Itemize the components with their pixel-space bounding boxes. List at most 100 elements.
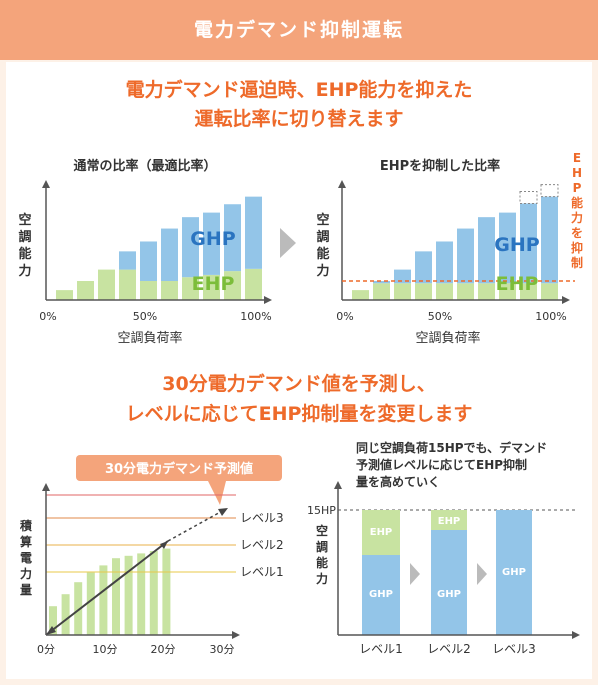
right-chart-ylabel-char: 能: [316, 246, 329, 262]
level1-ehp-bar: [362, 510, 400, 555]
demand-xtick-10: 10分: [93, 643, 118, 656]
ehp-annotation-char: 抑: [571, 240, 583, 255]
level3-xlabel: レベル3: [492, 642, 536, 656]
demand-callout-text: 30分電力デマンド予測値: [105, 461, 253, 477]
level-note-line1: 同じ空調負荷15HPでも、デマンド: [356, 440, 547, 455]
demand-bar: [49, 606, 57, 635]
right-chart-ghp-bar: [457, 228, 474, 284]
suppressed-ehp-box: [519, 190, 538, 204]
right-chart-ehp-bar: [352, 290, 369, 300]
left-chart-ehp-bar: [140, 281, 157, 300]
demand-chart-ylabel-char: 算: [20, 534, 32, 549]
left-chart-bars: [56, 196, 262, 300]
left-chart-ghp-bar: [119, 251, 136, 270]
left-chart-ylabel-char: 力: [18, 263, 31, 279]
level2-ehp-bar: [431, 510, 467, 530]
ehp-annotation-char: 能: [571, 195, 583, 210]
hp15-label: 15HP: [307, 504, 336, 517]
right-chart-ehp-label: EHP: [496, 273, 539, 295]
right-chart-ghp-label: GHP: [494, 234, 539, 256]
level1-ehp-label: EHP: [370, 527, 393, 538]
level-chart-ylabel-char: 能: [316, 555, 328, 570]
right-chart-title: EHPを抑制した比率: [380, 158, 500, 174]
left-chart-ehp-bar: [182, 277, 199, 300]
ehp-annotation-char: E: [573, 151, 581, 165]
level-arrow-2: [477, 563, 487, 585]
demand-bar: [99, 565, 108, 635]
left-chart-ghp-bar: [203, 212, 220, 275]
right-chart-ghp-bar: [541, 196, 558, 284]
left-chart-ehp-bar: [77, 281, 94, 300]
demand-chart-ylabel-char: 力: [20, 566, 32, 581]
right-chart-ehp-bar: [520, 283, 537, 300]
right-chart-ylabel-char: 調: [316, 229, 329, 245]
right-chart-ehp-bar: [457, 283, 474, 300]
demand-chart-ylabel-char: 積: [19, 518, 33, 533]
level2-ehp-label: EHP: [438, 516, 461, 527]
right-chart-ehp-bar: [478, 283, 495, 300]
left-chart-x-arrow: [264, 296, 272, 304]
left-chart-ghp-bar: [140, 241, 157, 281]
right-chart-xlabel: 空調負荷率: [415, 330, 480, 346]
header-bar: 電力デマンド抑制運転: [0, 0, 598, 60]
left-chart-title: 通常の比率（最適比率）: [73, 158, 216, 174]
right-chart-ghp-bar: [499, 212, 516, 284]
left-chart-xlabel: 空調負荷率: [117, 330, 182, 346]
demand-bar: [137, 553, 146, 635]
ehp-annotation-char: 力: [571, 210, 583, 225]
level-chart-ylabel-char: 力: [316, 571, 328, 586]
left-chart-ehp-bar: [224, 271, 241, 300]
right-chart-x-arrow: [562, 296, 570, 304]
level1-ghp-label: GHP: [369, 589, 393, 600]
right-chart-xtick-100: 100%: [535, 310, 566, 323]
left-chart-ehp-bar: [161, 281, 178, 300]
right-chart-ylabel-char: 力: [316, 263, 329, 279]
level2-xlabel: レベル2: [427, 642, 471, 656]
level2-ghp-label: GHP: [437, 589, 461, 600]
level3-label: レベル3: [240, 511, 284, 525]
demand-trend-arrowhead: [160, 541, 168, 549]
demand-callout-box: [76, 455, 282, 481]
level-y-arrow: [334, 481, 342, 489]
left-chart-ylabel-char: 調: [18, 229, 31, 245]
right-chart-ghp-bar: [520, 203, 537, 284]
left-chart-xtick-0: 0%: [39, 310, 56, 323]
page-title: 電力デマンド抑制運転: [193, 19, 404, 41]
right-chart-xtick-0: 0%: [336, 310, 353, 323]
level3-ghp-bar: [496, 510, 532, 635]
suppressed-ehp-box: [540, 184, 559, 198]
demand-callout-pointer: [208, 481, 226, 505]
left-chart-ehp-bar: [56, 290, 73, 300]
left-chart-ghp-label: GHP: [190, 228, 235, 250]
demand-trend-line: [45, 540, 169, 636]
right-chart-ghp-bar: [415, 251, 432, 284]
left-chart-xtick-50: 50%: [133, 310, 157, 323]
demand-xtick-20: 20分: [151, 643, 176, 656]
section2-headline-1: 30分電力デマンド値を予測し、: [162, 373, 436, 395]
demand-forecast-line: [167, 509, 225, 542]
left-chart-ehp-label: EHP: [192, 273, 235, 295]
demand-bar: [61, 594, 70, 635]
ehp-annotation-char: H: [572, 166, 582, 180]
left-chart-ehp-bar: [98, 269, 115, 300]
left-chart-ghp-bar: [224, 204, 241, 272]
left-chart-ghp-bar: [182, 217, 199, 278]
left-chart-ehp-bar: [119, 269, 136, 300]
right-chart-ghp-bar: [373, 281, 390, 284]
right-chart-bars: [352, 184, 559, 300]
right-chart-ghp-bar: [394, 269, 411, 284]
ehp-annotation-char: を: [571, 226, 583, 240]
demand-bar: [74, 582, 83, 635]
ehp-annotation-char: P: [573, 181, 582, 195]
demand-bar: [162, 548, 171, 635]
demand-bar: [124, 555, 133, 635]
demand-bar: [149, 551, 158, 635]
left-chart-y-arrow: [42, 180, 50, 188]
right-chart-xtick-50: 50%: [428, 310, 452, 323]
